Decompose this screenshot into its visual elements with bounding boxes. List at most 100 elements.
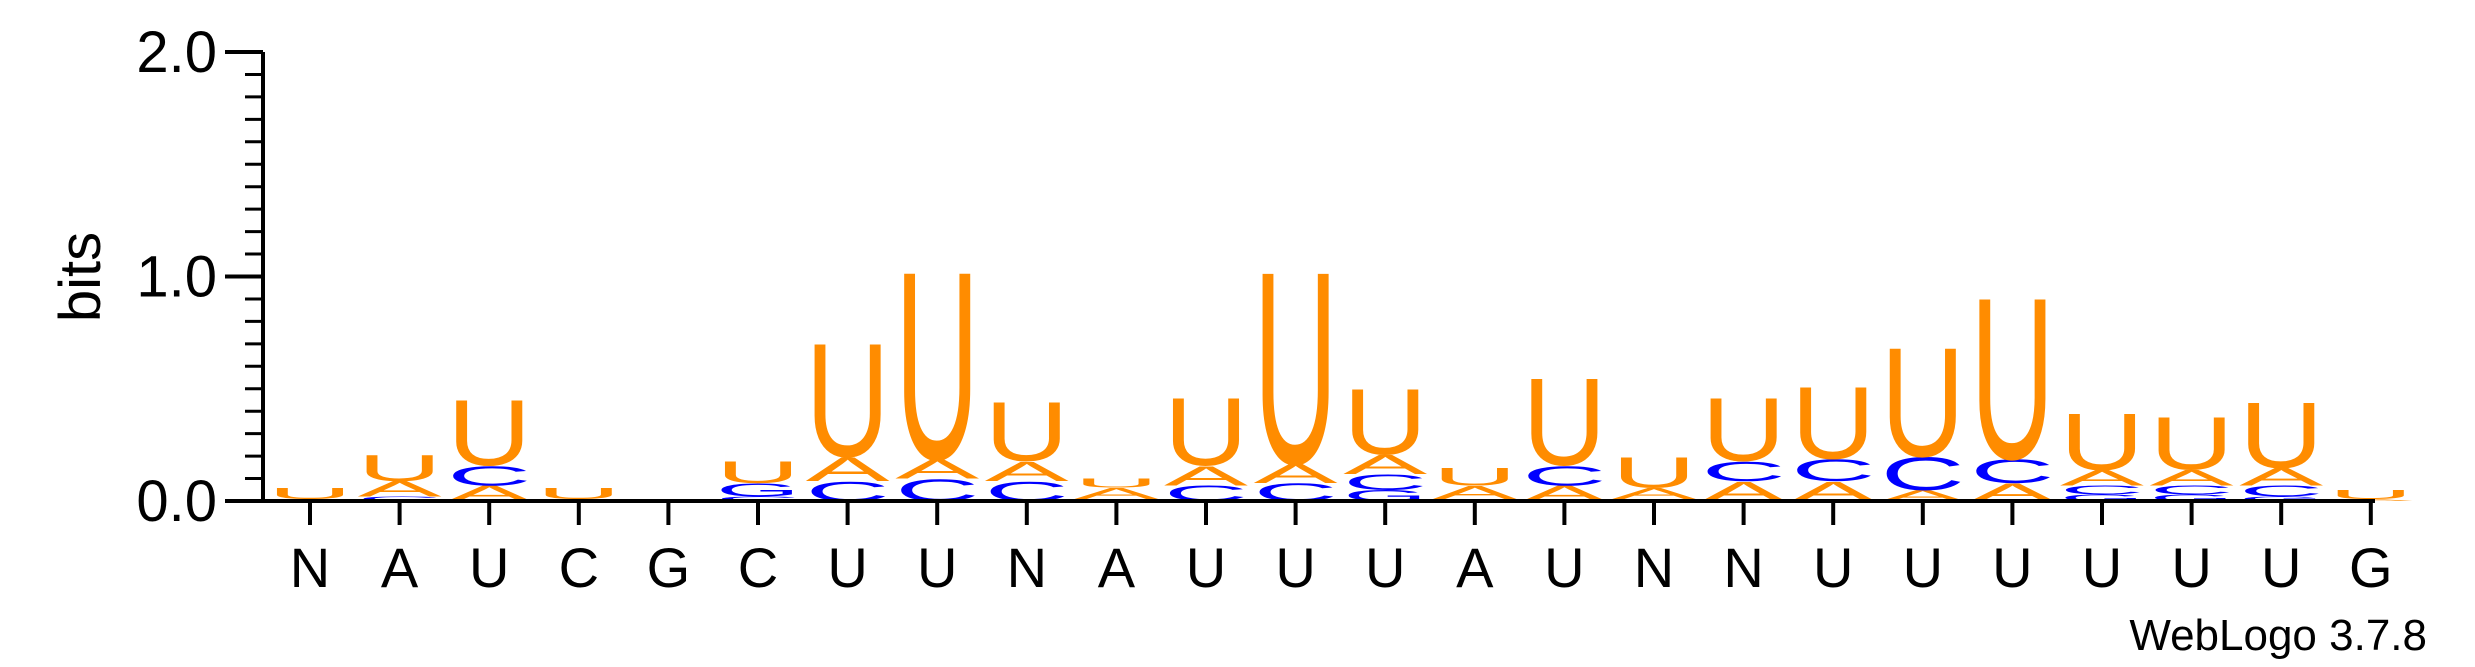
logo-letter-U: U	[2150, 402, 2234, 486]
logo-letter-U: U	[2329, 487, 2413, 501]
logo-letter-glyph: C	[1702, 455, 1786, 486]
logo-letter-glyph: A	[1254, 458, 1339, 489]
x-tick-label: U	[2261, 536, 2301, 599]
logo-letter-A: A	[2150, 466, 2234, 490]
logo-letter-glyph: U	[447, 381, 531, 485]
logo-letter-glyph: U	[1433, 463, 1517, 491]
logo-letter-glyph: C	[1881, 447, 1965, 500]
x-tick-label: A	[1098, 536, 1136, 599]
logo-letter-U: U	[1522, 353, 1606, 492]
logo-letter-glyph: U	[1074, 476, 1158, 490]
x-tick-label: U	[1275, 536, 1315, 599]
logo-letter-U: U	[1612, 448, 1696, 497]
x-tick-label: U	[1992, 536, 2032, 599]
x-tick-label: U	[1365, 536, 1405, 599]
y-tick-label: 1.0	[136, 245, 217, 310]
logo-letter-U: U	[358, 448, 442, 489]
logo-letter-glyph: U	[537, 485, 621, 502]
logo-letter-glyph: A	[1164, 460, 1249, 491]
logo-letter-U: U	[2239, 383, 2323, 487]
logo-letter-A: A	[1612, 485, 1697, 502]
x-tick-label: N	[1723, 536, 1763, 599]
logo-letter-glyph: A	[1343, 449, 1428, 480]
logo-letter-U: U	[268, 485, 352, 502]
x-tick-label: C	[738, 536, 778, 599]
logo-letter-glyph: G	[2060, 493, 2144, 504]
logo-letter-A: A	[985, 455, 1070, 486]
logo-letter-glyph: A	[1074, 485, 1159, 502]
logo-letter-A: A	[1254, 458, 1339, 489]
x-tick-label: N	[1007, 536, 1047, 599]
logo-letter-glyph: C	[716, 495, 800, 502]
logo-letter-glyph: C	[1343, 470, 1427, 494]
logo-letter-glyph: U	[358, 448, 442, 489]
logo-letter-glyph: U	[2150, 402, 2234, 486]
logo-letter-glyph: C	[1791, 453, 1875, 488]
logo-letter-U: U	[2060, 397, 2144, 487]
logo-letter-C: C	[716, 495, 800, 502]
weblogo-credit: WebLogo 3.7.8	[2129, 611, 2427, 660]
logo-letter-U: U	[1074, 476, 1158, 490]
logo-letter-A: A	[1343, 449, 1428, 480]
logo-letter-glyph: C	[447, 460, 531, 491]
logo-letter-glyph: A	[2239, 463, 2324, 491]
logo-letter-glyph: U	[985, 384, 1069, 478]
logo-letter-glyph: A	[806, 450, 891, 488]
logo-letter-glyph: C	[2060, 483, 2144, 497]
axes: 0.01.02.0N A U C G C U U N A U U U A U N N U U U U U U G	[136, 20, 2392, 599]
logo-letter-U: U	[1970, 249, 2054, 508]
logo-letter-glyph: A	[1612, 485, 1697, 502]
logo-letter-glyph: U	[1612, 448, 1696, 497]
x-tick-label: U	[2082, 536, 2122, 599]
x-tick-label: G	[647, 536, 691, 599]
logo-letter-glyph: U	[1970, 249, 2054, 508]
logo-letter-glyph: U	[1791, 366, 1875, 481]
y-tick-label: 0.0	[136, 469, 217, 534]
logo-letter-U: U	[985, 384, 1069, 478]
logo-letter-G: G	[2239, 495, 2323, 502]
logo-letter-glyph: C	[2150, 483, 2234, 497]
logo-letter-C: C	[2150, 483, 2234, 497]
logo-letter-glyph: A	[2060, 466, 2144, 490]
logo-letter-A: A	[1074, 485, 1159, 502]
logo-letter-glyph: U	[1254, 214, 1338, 521]
logo-letter-glyph: A	[895, 453, 980, 484]
logo-letter-glyph: C	[1970, 452, 2054, 490]
logo-letter-A: A	[358, 477, 442, 501]
logo-letter-C: C	[358, 495, 442, 502]
logo-letter-U: U	[1433, 463, 1517, 491]
logo-letter-A: A	[2239, 463, 2324, 491]
logo-letter-glyph: U	[1702, 379, 1786, 480]
x-tick-label: U	[2171, 536, 2211, 599]
logo-letter-U: U	[1164, 378, 1248, 486]
logo-letter-glyph: U	[1164, 378, 1248, 486]
logo-letter-U: U	[1343, 370, 1427, 474]
logo-letter-glyph: U	[1522, 353, 1606, 492]
logo-letter-U: U	[447, 381, 531, 485]
logo-letter-C: C	[2239, 482, 2323, 499]
logo-letter-glyph: C	[1522, 460, 1606, 491]
logo-letter-A: A	[806, 450, 891, 488]
logo-letter-U: U	[806, 309, 890, 490]
logo-letter-glyph: C	[2239, 482, 2323, 499]
logo-letter-U: U	[1881, 316, 1965, 490]
logo-letter-glyph: G	[716, 479, 800, 500]
logo-letter-glyph: U	[2329, 487, 2413, 501]
logo-letter-glyph: U	[895, 216, 979, 516]
logo-letter-A: A	[895, 453, 980, 484]
x-tick-label: U	[1813, 536, 1853, 599]
x-tick-label: A	[381, 536, 419, 599]
logo-letter-U: U	[1791, 366, 1875, 481]
y-tick-label: 2.0	[136, 20, 217, 85]
logo-letter-C: C	[1970, 452, 2054, 490]
logo-letter-glyph: A	[358, 477, 442, 501]
x-tick-label: N	[290, 536, 330, 599]
logo-letter-A: A	[2060, 466, 2144, 490]
logo-letter-glyph: U	[2239, 383, 2323, 487]
logo-letter-glyph: U	[716, 455, 800, 490]
x-tick-label: C	[559, 536, 599, 599]
logo-letter-A: A	[1164, 460, 1249, 491]
logo-letter-U: U	[895, 216, 979, 516]
logo-letter-glyph: U	[806, 309, 890, 490]
